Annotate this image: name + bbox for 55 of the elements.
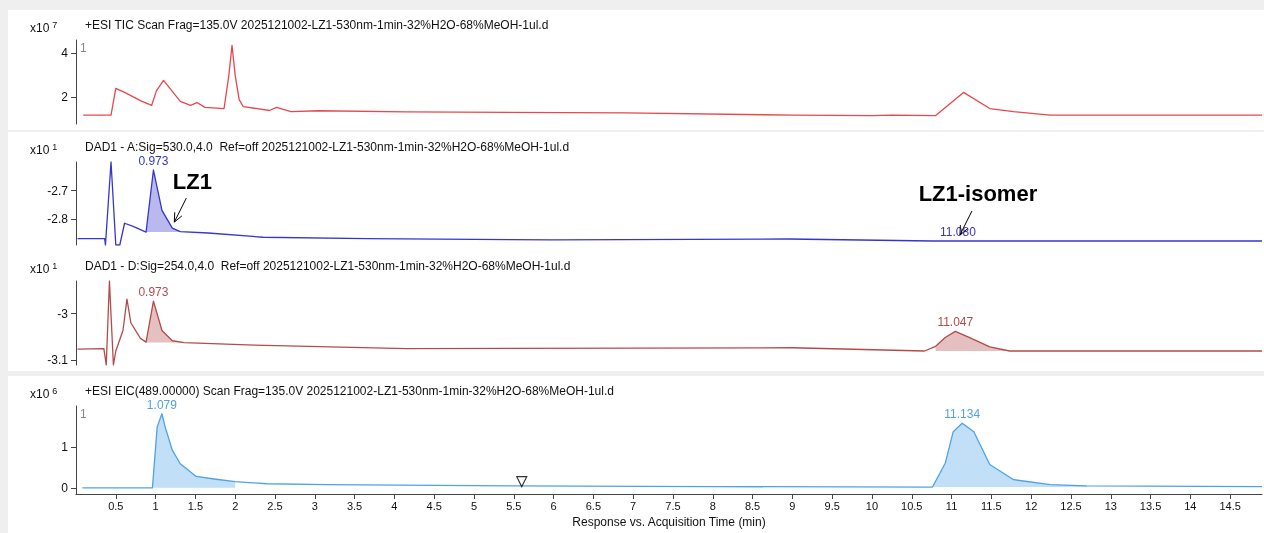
x-tick-label: 7.5	[665, 499, 681, 512]
chart-title: DAD1 - D:Sig=254.0,4.0 Ref=off 2025121002-LZ1-530nm-1min-32%H2O-68%MeOH-1ul.d	[85, 259, 571, 273]
x-tick-label: 8.5	[744, 499, 761, 512]
x-tick-label: 13	[1104, 499, 1117, 512]
y-tick-label: 0	[61, 480, 69, 495]
chart-title: +ESI EIC(489.00000) Scan Frag=135.0V 2025121002-LZ1-530nm-1min-32%H2O-68%MeOH-1ul.d	[85, 384, 614, 398]
x-tick-label: 13.5	[1139, 499, 1162, 512]
x-tick-label: 4.5	[426, 499, 442, 512]
x-tick-label: 6	[550, 499, 557, 512]
x-tick-label: 12	[1025, 499, 1038, 512]
y-tick-label: 1	[61, 439, 69, 454]
x-tick-label: 5.5	[506, 499, 522, 512]
x-tick-label: 11	[945, 499, 958, 512]
annotation: 11.134	[944, 407, 981, 422]
x-tick-label: 0.5	[108, 499, 124, 512]
x-tick-label: 11.5	[981, 499, 1002, 512]
x-tick-label: 14.5	[1219, 499, 1241, 512]
y-tick-label: -3.1	[47, 353, 69, 368]
annotation: 0.973	[138, 154, 169, 169]
chart-title: +ESI TIC Scan Frag=135.0V 2025121002-LZ1-530nm-1min-32%H2O-68%MeOH-1ul.d	[85, 18, 549, 32]
y-tick-label: -2.7	[47, 183, 69, 198]
y-axis-title: x106	[30, 385, 58, 401]
x-tick-label: 9	[789, 499, 796, 512]
x-tick-label: 6.5	[585, 499, 602, 512]
annotation: LZ1	[172, 168, 212, 194]
annotation: 1	[80, 41, 87, 55]
annotation: 1	[80, 407, 87, 421]
y-tick-label: -2.8	[47, 212, 69, 227]
x-tick-label: 12.5	[1060, 499, 1082, 512]
x-tick-label: 1.5	[187, 499, 204, 512]
y-tick-label: -3	[57, 306, 69, 321]
x-tick-label: 4	[391, 499, 398, 512]
x-tick-label: 14	[1184, 499, 1197, 512]
x-tick-label: 10.5	[901, 499, 923, 512]
x-tick-label: 10	[865, 499, 879, 512]
line-series	[82, 44, 1263, 117]
x-tick-label: 3	[311, 499, 318, 512]
x-tick-label: 8	[709, 499, 716, 512]
y-tick-label: 2	[61, 90, 69, 105]
x-tick-label: 1	[152, 499, 159, 512]
y-tick-label: 4	[61, 46, 69, 61]
x-tick-label: 7	[630, 499, 637, 512]
annotation: 0.973	[138, 285, 169, 300]
annotation: 1.079	[146, 397, 178, 412]
annotation: 11.047	[937, 315, 974, 330]
chart-title: DAD1 - A:Sig=530.0,4.0 Ref=off 2025121002-LZ1-530nm-1min-32%H2O-68%MeOH-1ul.d	[85, 140, 570, 154]
x-tick-label: 5	[470, 499, 478, 512]
x-tick-label: 2.5	[267, 499, 283, 512]
y-axis-title: x107	[30, 19, 58, 35]
x-tick-label: 9.5	[824, 499, 840, 512]
annotation: LZ1-isomer	[918, 181, 1038, 207]
x-tick-label: 2	[232, 499, 239, 512]
x-tick-label: 3.5	[346, 499, 363, 512]
x-axis-title: Response vs. Acquisition Time (min)	[572, 515, 766, 529]
line-series	[76, 280, 1263, 366]
